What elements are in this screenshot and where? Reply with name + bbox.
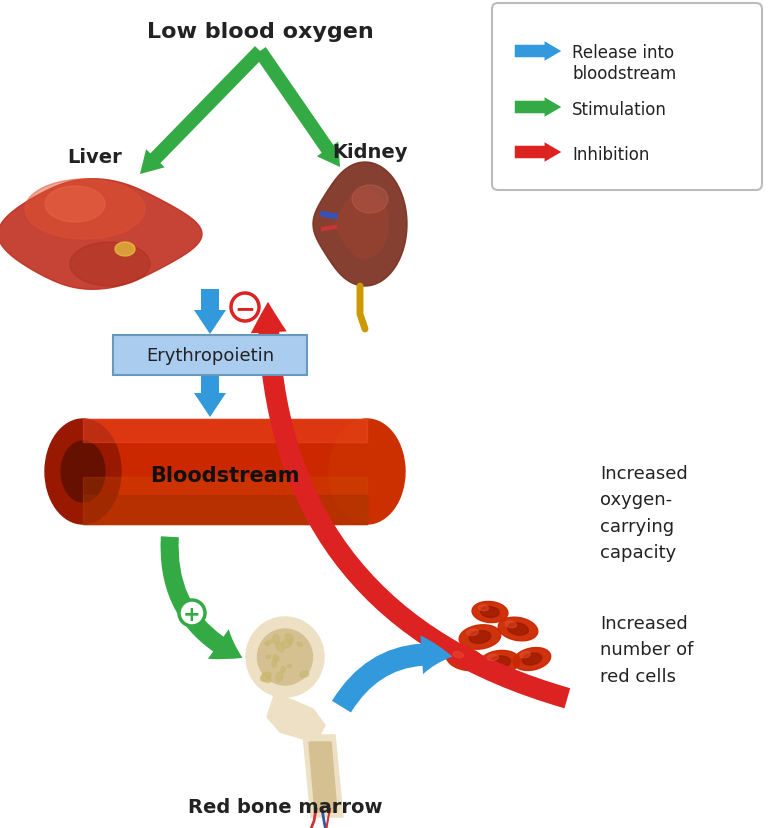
Circle shape <box>179 600 205 626</box>
Ellipse shape <box>285 633 293 641</box>
Ellipse shape <box>260 672 271 681</box>
Ellipse shape <box>329 420 405 524</box>
Ellipse shape <box>478 605 488 611</box>
Circle shape <box>231 294 259 321</box>
Ellipse shape <box>281 667 285 672</box>
Text: Low blood oxygen: Low blood oxygen <box>147 22 373 42</box>
FancyBboxPatch shape <box>113 335 307 376</box>
Text: Red bone marrow: Red bone marrow <box>187 797 382 816</box>
Text: Kidney: Kidney <box>333 142 408 161</box>
Ellipse shape <box>262 675 271 683</box>
Polygon shape <box>25 180 145 240</box>
Text: −: − <box>234 296 256 320</box>
FancyArrow shape <box>194 290 226 335</box>
Ellipse shape <box>490 656 511 668</box>
Ellipse shape <box>520 652 531 658</box>
Ellipse shape <box>300 672 309 677</box>
Polygon shape <box>303 735 343 817</box>
Ellipse shape <box>480 651 520 674</box>
Polygon shape <box>0 180 202 290</box>
Ellipse shape <box>257 629 313 686</box>
Ellipse shape <box>446 647 484 671</box>
Text: Erythropoietin: Erythropoietin <box>146 347 274 364</box>
Text: Bloodstream: Bloodstream <box>151 466 300 486</box>
Ellipse shape <box>246 617 324 697</box>
Ellipse shape <box>508 623 528 635</box>
Ellipse shape <box>273 657 278 662</box>
Ellipse shape <box>487 654 498 661</box>
FancyArrowPatch shape <box>332 636 452 713</box>
Ellipse shape <box>469 631 491 643</box>
Polygon shape <box>313 163 407 286</box>
Text: Increased
oxygen-
carrying
capacity: Increased oxygen- carrying capacity <box>600 465 688 561</box>
Text: Liver: Liver <box>68 148 122 166</box>
Ellipse shape <box>276 672 283 682</box>
Ellipse shape <box>287 665 292 668</box>
Bar <box>83 477 367 524</box>
Ellipse shape <box>276 642 284 652</box>
Bar <box>83 495 367 524</box>
FancyArrowPatch shape <box>515 99 561 118</box>
Ellipse shape <box>45 420 121 524</box>
Ellipse shape <box>522 653 541 665</box>
Bar <box>83 420 367 442</box>
Ellipse shape <box>297 643 303 647</box>
Polygon shape <box>352 185 388 214</box>
Polygon shape <box>70 243 150 286</box>
FancyArrow shape <box>194 377 226 417</box>
Ellipse shape <box>61 441 105 503</box>
Ellipse shape <box>459 625 501 649</box>
Ellipse shape <box>513 647 551 671</box>
Polygon shape <box>267 692 325 739</box>
Polygon shape <box>336 190 388 259</box>
Text: Increased
number of
red cells: Increased number of red cells <box>600 614 694 685</box>
Ellipse shape <box>265 642 269 646</box>
Text: +: + <box>184 604 200 624</box>
Ellipse shape <box>481 607 499 618</box>
Ellipse shape <box>505 621 516 628</box>
FancyArrowPatch shape <box>515 42 561 61</box>
Ellipse shape <box>282 638 292 648</box>
FancyArrowPatch shape <box>250 302 570 709</box>
Bar <box>83 420 367 524</box>
FancyArrowPatch shape <box>161 537 243 659</box>
Ellipse shape <box>273 635 280 644</box>
Ellipse shape <box>267 640 272 644</box>
Ellipse shape <box>266 655 270 658</box>
Polygon shape <box>309 742 337 812</box>
Ellipse shape <box>467 629 478 636</box>
FancyArrowPatch shape <box>515 143 561 162</box>
Polygon shape <box>115 243 135 257</box>
Ellipse shape <box>273 655 280 662</box>
Polygon shape <box>45 187 105 223</box>
FancyArrow shape <box>140 47 265 175</box>
Text: Release into
bloodstream: Release into bloodstream <box>572 44 677 83</box>
FancyBboxPatch shape <box>492 4 762 190</box>
Text: Stimulation: Stimulation <box>572 101 667 119</box>
Ellipse shape <box>287 638 293 644</box>
Ellipse shape <box>498 618 538 641</box>
Ellipse shape <box>272 661 276 667</box>
Ellipse shape <box>453 652 463 658</box>
FancyArrow shape <box>254 48 340 168</box>
Text: Inhibition: Inhibition <box>572 146 650 164</box>
Ellipse shape <box>472 602 508 623</box>
Ellipse shape <box>455 653 475 665</box>
